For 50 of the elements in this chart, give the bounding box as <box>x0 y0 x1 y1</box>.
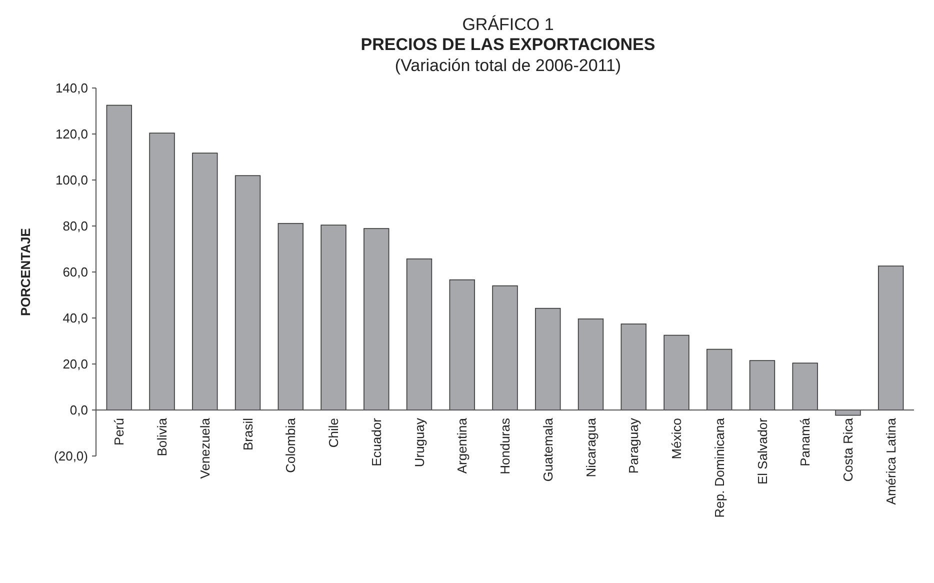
bar <box>664 334 690 410</box>
chart-subtitle: (Variación total de 2006-2011) <box>394 56 622 75</box>
bar <box>706 348 732 410</box>
bar <box>320 224 346 410</box>
bar <box>620 324 646 410</box>
bar <box>234 175 261 410</box>
y-tick-label: 100,0 <box>55 172 88 188</box>
x-tick-label: Honduras <box>498 418 513 474</box>
x-tick-label: México <box>669 418 684 460</box>
x-tick-label: Rep. Dominicana <box>712 417 727 518</box>
x-tick-label: Guatemala <box>540 417 556 482</box>
bar <box>278 223 304 410</box>
bar <box>406 258 432 410</box>
x-tick-label: Chile <box>326 418 342 448</box>
bar <box>578 318 604 410</box>
bar <box>749 360 776 410</box>
bar <box>878 266 904 410</box>
x-tick-label: Colombia <box>283 417 298 473</box>
x-tick-label: Ecuador <box>368 417 384 466</box>
y-tick-label: (20,0) <box>54 448 88 464</box>
text: GRÁFICO 1 <box>462 15 554 34</box>
bar <box>106 104 132 410</box>
bar <box>149 132 175 410</box>
bar <box>492 285 518 410</box>
y-axis-title: PORCENTAJE <box>18 228 33 316</box>
bar <box>792 362 818 410</box>
x-tick-label: Nicaragua <box>583 417 598 478</box>
bar <box>364 228 390 410</box>
bar <box>535 308 561 410</box>
x-tick-label: Paraguay <box>626 418 642 474</box>
x-tick-label: El Salvador <box>754 417 770 484</box>
x-tick-label: Brasil <box>240 418 256 451</box>
x-tick-label: Panamá <box>798 417 813 466</box>
x-tick-label: Costa Rica <box>840 417 856 482</box>
bar <box>449 279 475 410</box>
x-tick-label: Argentina <box>454 417 470 474</box>
y-tick-label: 40,0 <box>62 310 88 326</box>
x-tick-label: Bolivia <box>154 417 170 456</box>
y-tick-label: 120,0 <box>55 126 88 142</box>
x-tick-label: Venezuela <box>197 417 212 479</box>
bar <box>192 152 218 410</box>
chart-title: PRECIOS DE LAS EXPORTACIONES <box>360 35 656 54</box>
x-tick-label: Perú <box>112 418 127 446</box>
y-tick-label: 0,0 <box>70 402 88 418</box>
x-tick-label: Uruguay <box>412 418 427 468</box>
y-tick-label: 140,0 <box>55 80 88 96</box>
y-tick-label: 60,0 <box>62 264 88 280</box>
x-tick-label: América Latina <box>883 417 898 505</box>
y-tick-label: 20,0 <box>62 356 88 372</box>
y-tick-label: 80,0 <box>62 218 88 234</box>
